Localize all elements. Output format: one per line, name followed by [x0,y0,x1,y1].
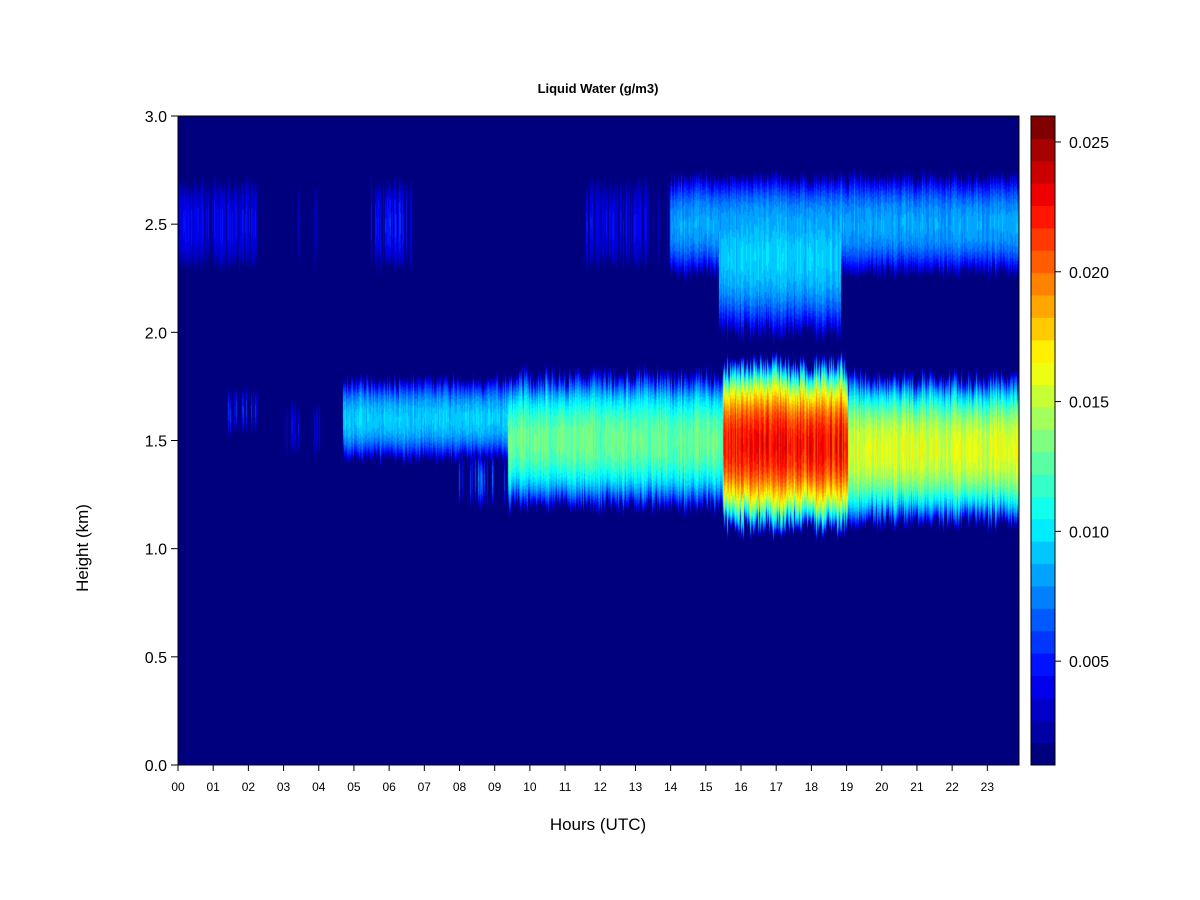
colorbar-swatch [1031,116,1055,139]
colorbar: 0.005 0.010 0.015 0.020 0.025 [1030,115,1109,766]
x-tick-label: 07 [418,780,432,794]
colorbar-swatch [1031,272,1055,296]
colorbar-swatch [1031,227,1055,251]
colorbar-swatch [1031,608,1055,632]
y-tick-label: 2.0 [145,325,167,342]
y-axis-label: Height (km) [73,504,92,592]
x-tick-label: 12 [594,780,608,794]
colorbar-swatch [1031,160,1055,184]
colorbar-swatch [1031,362,1055,386]
x-tick-label: 03 [277,780,291,794]
y-tick-label: 0.0 [145,758,167,775]
colorbar-swatch [1031,205,1055,229]
colorbar-swatch [1031,585,1055,609]
x-tick-label: 16 [734,780,748,794]
x-tick-label: 02 [242,780,256,794]
colorbar-tick-label: 0.025 [1069,135,1109,152]
x-tick-label: 08 [453,780,467,794]
x-tick-label: 05 [347,780,361,794]
chart-title: Liquid Water (g/m3) [538,81,659,96]
x-tick-label: 06 [382,780,396,794]
colorbar-swatch [1031,720,1055,744]
x-tick-label: 20 [875,780,889,794]
colorbar-tick-label: 0.020 [1069,265,1109,282]
colorbar-swatch [1031,496,1055,520]
x-tick-label: 19 [840,780,854,794]
x-tick-label: 17 [770,780,784,794]
x-tick-label: 22 [945,780,959,794]
colorbar-swatch [1031,563,1055,587]
colorbar-swatch [1031,250,1055,274]
x-tick-label: 14 [664,780,678,794]
colorbar-swatch [1031,653,1055,676]
colorbar-swatch [1031,541,1055,565]
colorbar-tick-label: 0.010 [1069,524,1109,541]
colorbar-swatch [1031,451,1055,475]
colorbar-tick-label: 0.005 [1069,654,1109,671]
colorbar-swatch [1031,295,1055,318]
x-tick-label: 09 [488,780,502,794]
colorbar-swatch [1031,406,1055,430]
y-tick-label: 3.0 [145,109,167,126]
colorbar-tick-label: 0.015 [1069,395,1109,412]
colorbar-frame [1030,115,1056,766]
colorbar-swatch [1031,429,1055,453]
colorbar-swatch [1031,518,1055,542]
y-tick-label: 2.5 [145,217,167,234]
x-tick-label: 18 [805,780,819,794]
colorbar-swatch [1031,742,1055,766]
y-tick-label: 0.5 [145,650,167,667]
colorbar-swatch [1031,697,1055,721]
colorbar-swatch [1031,630,1055,654]
x-tick-label: 10 [523,780,537,794]
x-axis-label: Hours (UTC) [550,815,646,834]
colorbar-swatch [1031,339,1055,363]
x-tick-label: 23 [981,780,995,794]
x-tick-label: 21 [910,780,924,794]
heatmap-plot-area [178,116,1019,765]
x-tick-label: 11 [559,780,572,794]
x-tick-label: 00 [171,780,185,794]
y-tick-label: 1.0 [145,542,167,559]
colorbar-swatch [1031,183,1055,207]
x-tick-label: 04 [312,780,326,794]
colorbar-swatch [1031,138,1055,162]
x-tick-label: 15 [699,780,713,794]
heatmap-cells [178,116,1019,765]
axes: 00 01 02 03 04 05 06 07 08 09 10 11 12 13 14 15 16 17 18 19… [145,109,1020,794]
colorbar-swatch [1031,675,1055,699]
x-tick-label: 01 [207,780,221,794]
colorbar-swatch [1031,474,1055,497]
colorbar-swatch [1031,384,1055,408]
x-tick-label: 13 [629,780,643,794]
y-tick-label: 1.5 [145,434,167,451]
colorbar-swatch [1031,317,1055,341]
